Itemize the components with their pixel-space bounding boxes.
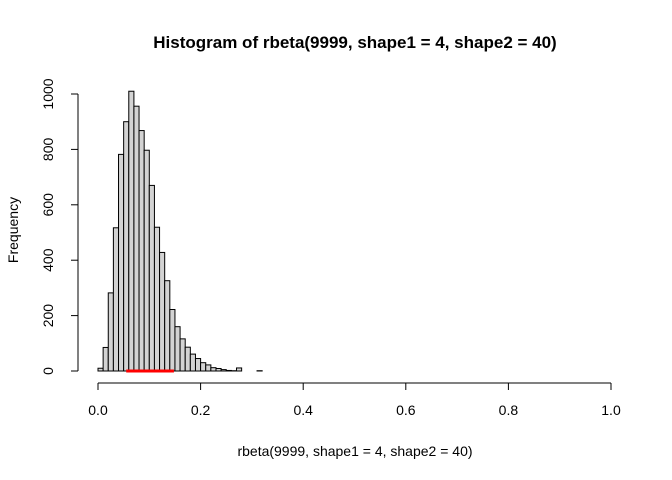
x-tick-label: 0.6	[396, 402, 416, 418]
histogram-bar	[215, 368, 222, 372]
y-axis-label: Frequency	[5, 197, 21, 263]
histogram-bar	[123, 121, 130, 372]
histogram-bar	[194, 358, 202, 372]
histogram-bar	[174, 326, 181, 372]
y-axis: 0 200 400 600 800 1000	[40, 78, 79, 375]
histogram-bar	[102, 346, 109, 372]
histogram-bar	[107, 292, 114, 372]
x-tick-label: 0.4	[293, 402, 313, 418]
histogram-bar	[118, 153, 125, 372]
histogram-bar	[210, 367, 217, 372]
histogram-bar	[169, 309, 176, 372]
y-tick-label: 800	[40, 138, 56, 162]
histogram-bars	[97, 90, 263, 372]
histogram-bar	[220, 369, 227, 372]
histogram-bar	[189, 353, 196, 372]
x-tick-label: 0.2	[191, 402, 211, 418]
x-axis: 0.0 0.2 0.4 0.6 0.8 1.0	[88, 382, 621, 418]
histogram-bar	[236, 367, 243, 372]
histogram-bar	[159, 251, 166, 372]
histogram-bar	[153, 226, 161, 372]
histogram-bar	[143, 149, 150, 372]
histogram-bar	[138, 130, 145, 372]
y-tick-label: 1000	[40, 78, 56, 109]
chart-title: Histogram of rbeta(9999, shape1 = 4, sha…	[153, 33, 556, 52]
histogram-bar	[133, 105, 140, 372]
y-tick-label: 600	[40, 193, 56, 217]
x-axis-label: rbeta(9999, shape1 = 4, shape2 = 40)	[237, 443, 472, 459]
histogram-bar	[112, 227, 120, 372]
y-tick-label: 400	[40, 248, 56, 272]
y-tick-label: 0	[40, 367, 56, 375]
x-tick-label: 0.0	[88, 402, 108, 418]
x-tick-label: 0.8	[499, 402, 519, 418]
histogram-bar	[200, 362, 207, 372]
histogram-bar	[128, 90, 135, 372]
histogram-bar	[148, 184, 155, 372]
histogram-bar	[164, 280, 171, 372]
histogram-bar	[97, 367, 104, 372]
x-tick-label: 1.0	[601, 402, 621, 418]
histogram-bar	[184, 346, 191, 372]
y-tick-label: 200	[40, 304, 56, 328]
histogram-bar	[179, 338, 186, 372]
histogram-bar	[225, 369, 232, 372]
histogram-bar	[205, 364, 212, 372]
